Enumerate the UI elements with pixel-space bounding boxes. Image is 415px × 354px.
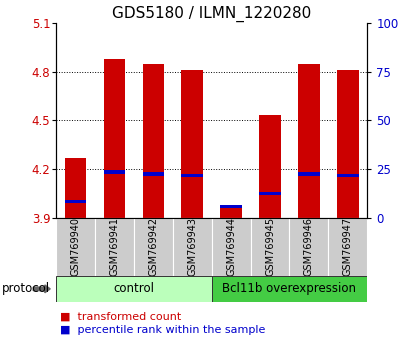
Bar [104,171,125,174]
Text: protocol: protocol [2,282,50,295]
Bar [220,205,242,208]
Text: control: control [113,282,154,295]
Bar [259,115,281,218]
Text: GSM769945: GSM769945 [265,217,275,276]
Text: GSM769941: GSM769941 [110,217,120,276]
Bar [143,172,164,176]
Text: ■  percentile rank within the sample: ■ percentile rank within the sample [60,325,266,335]
Bar [181,174,203,177]
Text: GSM769946: GSM769946 [304,217,314,276]
Text: Bcl11b overexpression: Bcl11b overexpression [222,282,356,295]
Bar [337,70,359,218]
Text: GSM769944: GSM769944 [226,217,236,276]
Title: GDS5180 / ILMN_1220280: GDS5180 / ILMN_1220280 [112,5,311,22]
Bar [143,64,164,218]
Text: GSM769947: GSM769947 [343,217,353,276]
Bar [328,218,367,276]
Bar [181,70,203,218]
Bar [56,276,212,302]
Bar [65,200,86,203]
Bar [337,174,359,177]
Bar [173,218,212,276]
Bar [259,192,281,195]
Bar [298,64,320,218]
Text: ■  transformed count: ■ transformed count [60,312,181,322]
Bar [104,59,125,218]
Text: GSM769943: GSM769943 [187,217,197,276]
Bar [212,276,367,302]
Text: GSM769940: GSM769940 [71,217,81,276]
Bar [56,218,95,276]
Bar [220,208,242,218]
Bar [251,218,289,276]
Bar [134,218,173,276]
Bar [289,218,328,276]
Text: GSM769942: GSM769942 [148,217,158,276]
Bar [95,218,134,276]
Bar [212,218,251,276]
Bar [298,172,320,176]
Bar [65,158,86,218]
